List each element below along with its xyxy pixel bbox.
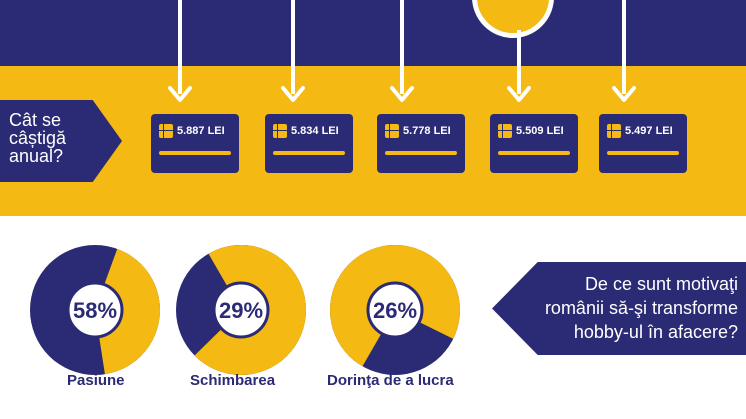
- motivation-question-box: [492, 262, 746, 355]
- card-amount: 5.834 LEI: [291, 125, 339, 137]
- donut-percent: 26%: [373, 298, 417, 323]
- card-chip-icon: [498, 124, 512, 138]
- circle-decoration: [472, 0, 554, 38]
- card-stripe: [498, 151, 570, 155]
- card-stripe: [385, 151, 457, 155]
- earning-card: 5.497 LEI: [599, 114, 687, 173]
- earning-card: 5.509 LEI: [490, 114, 578, 173]
- earning-card: 5.778 LEI: [377, 114, 465, 173]
- card-amount: 5.497 LEI: [625, 125, 673, 137]
- donut-chart-schimbarea: 29%: [176, 245, 306, 375]
- donut-chart-pasiune: 58%: [30, 245, 160, 375]
- earning-card: 5.887 LEI: [151, 114, 239, 173]
- question-pointer: [0, 100, 122, 182]
- card-amount: 5.509 LEI: [516, 125, 564, 137]
- card-amount: 5.887 LEI: [177, 125, 225, 137]
- donut-slice: [95, 248, 160, 375]
- card-stripe: [607, 151, 679, 155]
- card-chip-icon: [273, 124, 287, 138]
- card-stripe: [159, 151, 231, 155]
- donut-hole: [66, 281, 124, 339]
- motivation-question: De ce sunt motivaţi românii să-şi transf…: [544, 274, 738, 342]
- donut-label: Dorinţa de a lucra: [327, 372, 454, 389]
- donut-percent: 58%: [73, 298, 117, 323]
- card-stripe: [273, 151, 345, 155]
- card-chip-icon: [385, 124, 399, 138]
- donut-chart-dorinta: 26%: [330, 245, 460, 375]
- top-banner: [0, 0, 746, 66]
- earning-card: 5.834 LEI: [265, 114, 353, 173]
- card-chip-icon: [159, 124, 173, 138]
- donut-hole: [212, 281, 270, 339]
- card-amount: 5.778 LEI: [403, 125, 451, 137]
- card-chip-icon: [607, 124, 621, 138]
- donut-label: Schimbarea: [190, 372, 276, 389]
- donut-label: Pasiune: [67, 372, 125, 389]
- annual-earnings-question: Cât se câștigă anual?: [9, 110, 67, 166]
- donut-hole: [366, 281, 424, 339]
- donut-percent: 29%: [219, 298, 263, 323]
